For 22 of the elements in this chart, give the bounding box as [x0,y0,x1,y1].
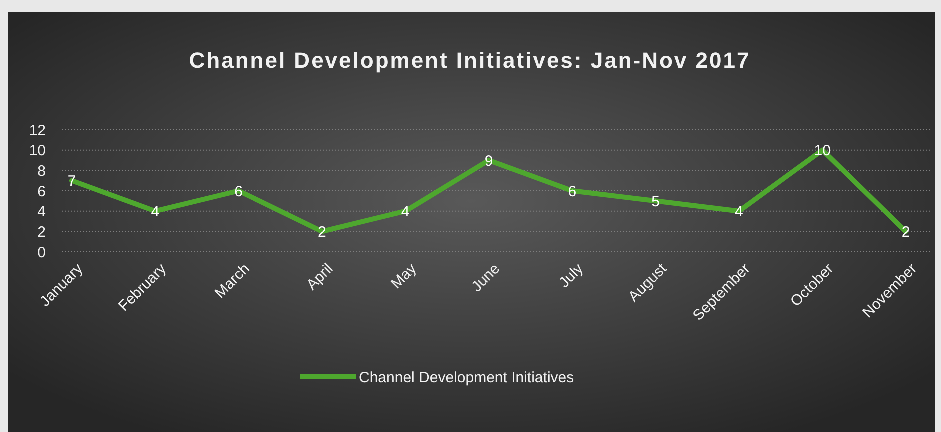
y-tick-label: 10 [29,142,46,160]
data-label: 4 [401,204,410,221]
data-label: 2 [318,224,326,241]
data-label: 5 [652,193,660,210]
y-tick-label: 2 [38,224,46,241]
data-label: 2 [902,224,910,241]
legend-label: Channel Development Initiatives [359,369,574,386]
x-tick-label: May [388,260,420,293]
data-label: 10 [814,142,831,160]
y-tick-label: 6 [38,183,46,200]
y-tick-label: 4 [38,204,46,221]
x-tick-label: July [556,260,588,292]
data-label: 9 [484,152,494,170]
data-label: 6 [234,183,243,200]
chart-title: Channel Development Initiatives: Jan-Nov 2017 [189,48,751,73]
y-tick-label: 12 [29,122,46,140]
y-tick-label: 8 [38,162,46,180]
data-label: 6 [568,183,577,200]
y-tick-label: 0 [38,244,46,262]
data-label: 4 [735,204,744,221]
data-label: 4 [151,204,160,221]
data-label: 7 [68,173,76,190]
